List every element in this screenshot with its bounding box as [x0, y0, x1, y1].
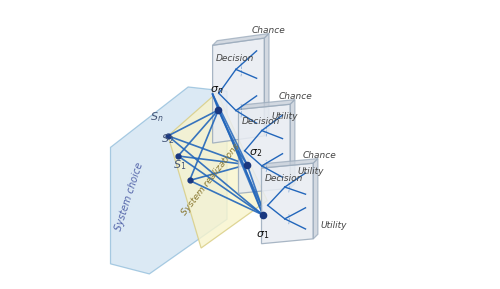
- Text: Utility: Utility: [320, 221, 346, 229]
- Text: $\sigma_1$: $\sigma_1$: [256, 229, 270, 240]
- Text: $\sigma_2$: $\sigma_2$: [248, 147, 262, 159]
- Polygon shape: [238, 100, 295, 110]
- Text: System realizations: System realizations: [180, 141, 242, 217]
- Text: Chance: Chance: [302, 151, 336, 160]
- Text: Chance: Chance: [252, 26, 285, 35]
- Polygon shape: [264, 34, 269, 136]
- Polygon shape: [262, 159, 318, 168]
- Text: Utility: Utility: [298, 167, 324, 176]
- Text: $S_n$: $S_n$: [150, 110, 164, 124]
- Polygon shape: [168, 93, 268, 248]
- Polygon shape: [262, 163, 314, 244]
- Text: Chance: Chance: [279, 92, 312, 101]
- Polygon shape: [212, 38, 264, 143]
- Text: Utility: Utility: [272, 112, 298, 121]
- Text: Decision: Decision: [242, 116, 280, 126]
- Text: $S_1$: $S_1$: [173, 158, 186, 172]
- Text: $S_2$: $S_2$: [162, 132, 174, 146]
- Text: Decision: Decision: [216, 54, 254, 63]
- Polygon shape: [290, 100, 295, 188]
- Polygon shape: [238, 104, 290, 193]
- Polygon shape: [110, 87, 227, 274]
- Polygon shape: [314, 159, 318, 239]
- Text: $\sigma_n$: $\sigma_n$: [210, 84, 224, 96]
- Text: Decision: Decision: [264, 175, 303, 184]
- Polygon shape: [212, 34, 269, 45]
- Text: System choice: System choice: [114, 161, 145, 232]
